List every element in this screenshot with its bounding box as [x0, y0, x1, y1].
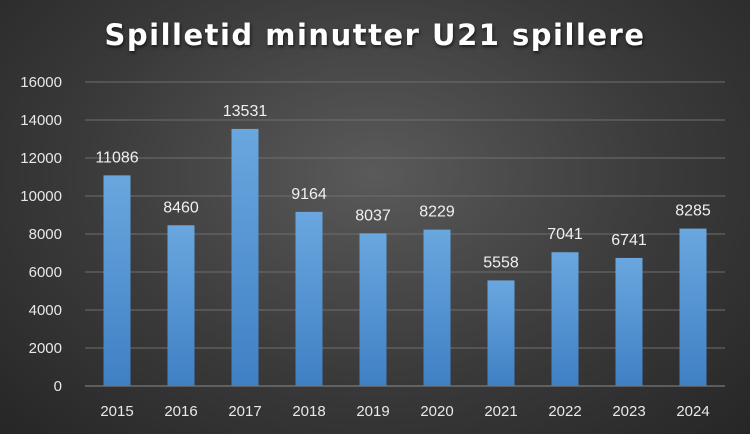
bar-2022	[551, 252, 579, 386]
x-tick-label-2023: 2023	[612, 403, 645, 420]
bar-2019	[359, 233, 387, 386]
bar-2016	[167, 225, 195, 386]
x-tick-label-2021: 2021	[484, 403, 517, 420]
data-label-2017: 13531	[223, 103, 268, 120]
bar-2023	[615, 257, 643, 386]
bar-2017	[231, 128, 259, 386]
y-tick-label: 14000	[20, 112, 62, 129]
x-tick-label-2017: 2017	[228, 403, 261, 420]
data-label-2016: 8460	[163, 199, 199, 216]
bar-2024	[679, 228, 707, 386]
x-tick-label-2018: 2018	[292, 403, 325, 420]
x-tick-label-2019: 2019	[356, 403, 389, 420]
bar-2015	[103, 175, 131, 386]
bar-2018	[295, 211, 323, 386]
y-tick-label: 8000	[29, 226, 62, 243]
y-tick-label: 16000	[20, 74, 62, 91]
data-label-2021: 5558	[483, 254, 519, 271]
chart-title: Spilletid minutter U21 spillere	[104, 18, 646, 52]
data-label-2022: 7041	[547, 226, 583, 243]
x-tick-label-2020: 2020	[420, 403, 453, 420]
x-tick-label-2024: 2024	[676, 403, 709, 420]
data-label-2024: 8285	[675, 203, 711, 220]
bar-2021	[487, 280, 515, 386]
data-label-2015: 11086	[95, 149, 138, 166]
data-label-2023: 6741	[611, 232, 647, 249]
y-tick-label: 2000	[29, 340, 62, 357]
x-tick-label-2022: 2022	[548, 403, 581, 420]
y-tick-label: 4000	[29, 302, 62, 319]
y-tick-label: 6000	[29, 264, 62, 281]
y-tick-label: 0	[54, 378, 62, 395]
x-tick-label-2015: 2015	[100, 403, 133, 420]
y-tick-label: 12000	[20, 150, 62, 167]
data-label-2020: 8229	[419, 204, 455, 221]
y-tick-label: 10000	[20, 188, 62, 205]
bar-2020	[423, 229, 451, 386]
data-label-2019: 8037	[355, 207, 391, 224]
data-label-2018: 9164	[291, 186, 327, 203]
x-tick-label-2016: 2016	[164, 403, 197, 420]
